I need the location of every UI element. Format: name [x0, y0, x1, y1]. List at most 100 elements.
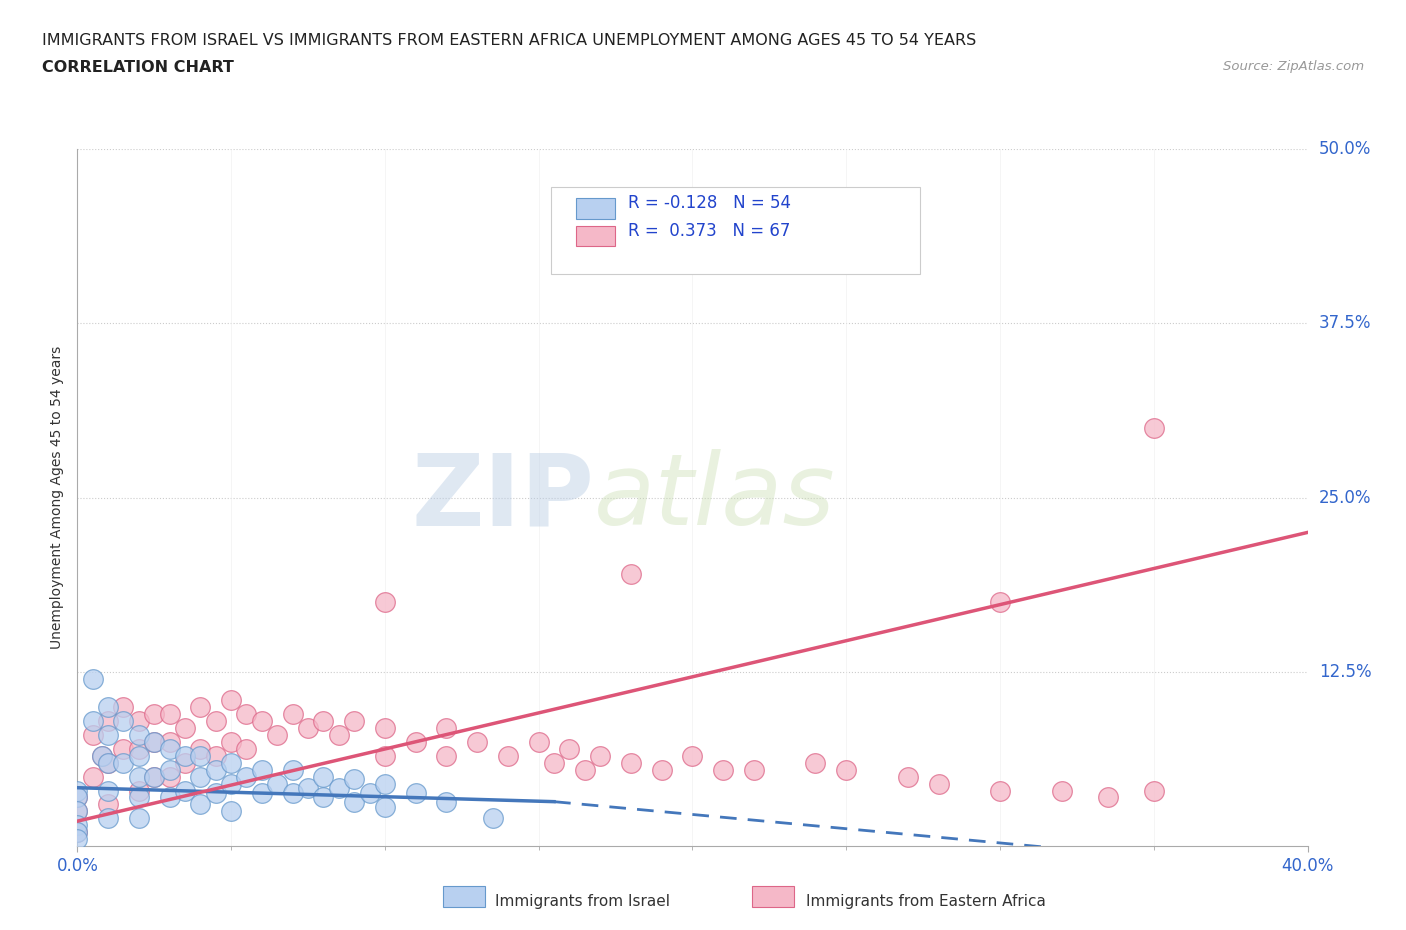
Point [204, 763, 226, 777]
Point [219, 776, 242, 790]
Text: Immigrants from Israel: Immigrants from Israel [495, 894, 669, 909]
Point [112, 741, 135, 756]
Point [343, 794, 366, 809]
Point [620, 567, 643, 582]
Point [928, 776, 950, 790]
Point [143, 769, 166, 784]
Point [112, 699, 135, 714]
Point [82, 769, 104, 784]
Point [651, 763, 673, 777]
Point [219, 755, 242, 770]
Point [1143, 420, 1166, 435]
Point [97, 797, 120, 812]
Point [219, 735, 242, 750]
Point [343, 772, 366, 787]
Point [128, 713, 150, 728]
Point [297, 780, 319, 795]
Point [343, 713, 366, 728]
Text: CORRELATION CHART: CORRELATION CHART [42, 60, 233, 75]
Point [128, 790, 150, 805]
FancyBboxPatch shape [551, 187, 920, 274]
Point [204, 713, 226, 728]
Point [97, 699, 120, 714]
Point [436, 748, 458, 763]
Point [143, 707, 166, 722]
Point [589, 748, 612, 763]
Point [66, 825, 89, 840]
Point [188, 699, 212, 714]
Point [188, 748, 212, 763]
Point [97, 783, 120, 798]
Point [219, 692, 242, 708]
Point [128, 811, 150, 826]
Point [897, 769, 920, 784]
Point [711, 763, 734, 777]
Text: Source: ZipAtlas.com: Source: ZipAtlas.com [1223, 60, 1364, 73]
Text: 25.0%: 25.0% [1319, 488, 1371, 507]
Point [90, 748, 114, 763]
Point [128, 769, 150, 784]
Point [204, 748, 226, 763]
Point [281, 707, 304, 722]
Point [159, 707, 181, 722]
Point [82, 713, 104, 728]
Point [128, 783, 150, 798]
Point [266, 727, 288, 742]
Text: IMMIGRANTS FROM ISRAEL VS IMMIGRANTS FROM EASTERN AFRICA UNEMPLOYMENT AMONG AGES: IMMIGRANTS FROM ISRAEL VS IMMIGRANTS FRO… [42, 33, 976, 47]
Point [804, 755, 827, 770]
Point [436, 794, 458, 809]
Point [82, 727, 104, 742]
Y-axis label: Unemployment Among Ages 45 to 54 years: Unemployment Among Ages 45 to 54 years [51, 346, 65, 649]
Point [620, 755, 643, 770]
Point [235, 741, 257, 756]
Point [188, 797, 212, 812]
Point [66, 783, 89, 798]
Point [66, 804, 89, 819]
Text: 50.0%: 50.0% [1319, 140, 1371, 158]
Point [1097, 790, 1119, 805]
Point [1050, 783, 1073, 798]
Point [481, 811, 503, 826]
Point [312, 769, 335, 784]
Point [112, 755, 135, 770]
Point [312, 790, 335, 805]
Point [143, 769, 166, 784]
Point [128, 748, 150, 763]
Point [543, 755, 565, 770]
Point [174, 748, 197, 763]
Point [97, 713, 120, 728]
Text: 37.5%: 37.5% [1319, 314, 1371, 332]
Point [66, 804, 89, 819]
Point [174, 755, 197, 770]
Point [90, 748, 114, 763]
Point [159, 741, 181, 756]
Point [97, 727, 120, 742]
Point [250, 763, 273, 777]
Point [66, 825, 89, 840]
Point [1143, 783, 1166, 798]
Text: R =  0.373   N = 67: R = 0.373 N = 67 [628, 222, 790, 240]
Point [359, 786, 381, 801]
Point [128, 727, 150, 742]
Point [66, 818, 89, 833]
Point [281, 786, 304, 801]
Point [204, 786, 226, 801]
Point [436, 720, 458, 735]
Point [742, 763, 765, 777]
Point [558, 741, 581, 756]
Bar [575, 198, 614, 219]
Point [374, 595, 396, 610]
Point [143, 735, 166, 750]
Point [250, 713, 273, 728]
Point [405, 786, 427, 801]
Point [835, 225, 858, 240]
Point [374, 748, 396, 763]
Point [374, 776, 396, 790]
Point [835, 763, 858, 777]
Point [312, 713, 335, 728]
Point [97, 811, 120, 826]
Point [465, 735, 488, 750]
Point [66, 790, 89, 805]
Point [574, 763, 596, 777]
Point [159, 763, 181, 777]
